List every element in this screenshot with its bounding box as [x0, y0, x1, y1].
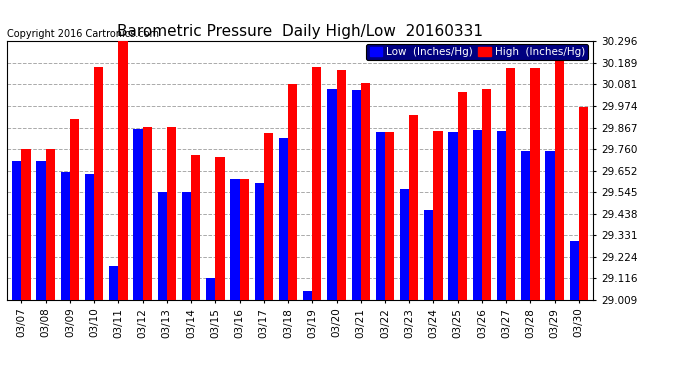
- Bar: [400, 189, 409, 300]
- Bar: [94, 67, 104, 300]
- Title: Barometric Pressure  Daily High/Low  20160331: Barometric Pressure Daily High/Low 20160…: [117, 24, 483, 39]
- Bar: [143, 127, 152, 300]
- Bar: [497, 131, 506, 300]
- Bar: [21, 149, 30, 300]
- Bar: [424, 210, 433, 300]
- Legend: Low  (Inches/Hg), High  (Inches/Hg): Low (Inches/Hg), High (Inches/Hg): [366, 44, 588, 60]
- Bar: [37, 161, 46, 300]
- Bar: [409, 115, 418, 300]
- Bar: [327, 89, 337, 300]
- Bar: [521, 151, 531, 300]
- Bar: [182, 192, 191, 300]
- Bar: [376, 132, 385, 300]
- Bar: [85, 174, 94, 300]
- Bar: [239, 179, 249, 300]
- Bar: [70, 119, 79, 300]
- Bar: [361, 82, 370, 300]
- Bar: [337, 70, 346, 300]
- Bar: [433, 131, 443, 300]
- Bar: [46, 149, 55, 300]
- Bar: [119, 41, 128, 300]
- Bar: [351, 90, 361, 300]
- Bar: [457, 92, 467, 300]
- Bar: [133, 129, 143, 300]
- Bar: [109, 266, 119, 300]
- Bar: [255, 183, 264, 300]
- Bar: [12, 161, 21, 300]
- Bar: [61, 172, 70, 300]
- Bar: [288, 84, 297, 300]
- Bar: [215, 157, 224, 300]
- Bar: [482, 89, 491, 300]
- Bar: [531, 68, 540, 300]
- Bar: [570, 242, 579, 300]
- Bar: [473, 130, 482, 300]
- Bar: [313, 67, 322, 300]
- Bar: [303, 291, 313, 300]
- Bar: [506, 68, 515, 300]
- Bar: [191, 155, 200, 300]
- Bar: [264, 133, 273, 300]
- Bar: [157, 192, 167, 300]
- Bar: [206, 278, 215, 300]
- Text: Copyright 2016 Cartronics.com: Copyright 2016 Cartronics.com: [7, 28, 159, 39]
- Bar: [230, 179, 239, 300]
- Bar: [448, 132, 457, 300]
- Bar: [385, 132, 394, 300]
- Bar: [279, 138, 288, 300]
- Bar: [579, 107, 588, 300]
- Bar: [555, 45, 564, 300]
- Bar: [545, 151, 555, 300]
- Bar: [167, 127, 176, 300]
